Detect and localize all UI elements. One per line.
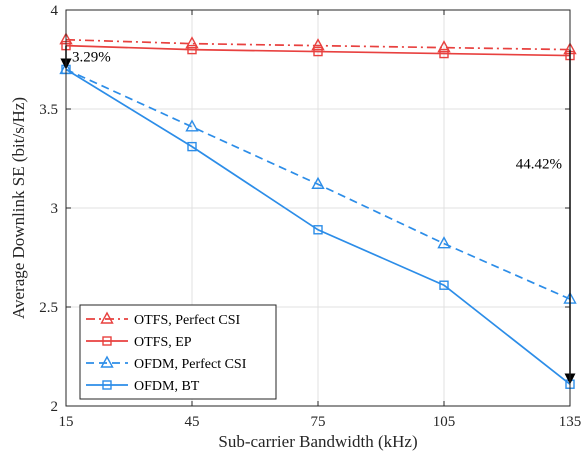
y-tick-label: 4 — [51, 3, 59, 19]
legend-entry: OTFS, EP — [86, 335, 192, 350]
data-point — [439, 48, 449, 59]
x-tick-labels: 15 45 75 105 135 — [59, 414, 582, 430]
data-point — [311, 176, 325, 189]
annotation-label: 3.29% — [72, 49, 111, 65]
data-point — [311, 38, 325, 51]
legend-label: OFDM, Perfect CSI — [134, 357, 247, 372]
annotation-label: 44.42% — [516, 156, 562, 172]
data-point — [187, 44, 197, 55]
data-point — [185, 119, 199, 132]
legend-swatch-marker — [102, 380, 112, 390]
legend-label: OTFS, EP — [134, 335, 192, 350]
legend-box — [79, 304, 277, 400]
legend-label: OFDM, BT — [134, 379, 200, 394]
series-line — [65, 68, 571, 385]
y-axis-label: Average Downlink SE (bit/s/Hz) — [9, 97, 28, 319]
y-tick-labels: 2 2.5 3 3.5 4 — [39, 3, 58, 415]
legend-swatch-marker — [100, 311, 114, 324]
legend-entry: OFDM, Perfect CSI — [86, 355, 247, 372]
series-line — [65, 38, 571, 51]
x-tick-label: 75 — [311, 414, 326, 430]
y-tick-label: 2.5 — [39, 300, 58, 316]
series-line — [65, 44, 571, 57]
legend-entry: OFDM, BT — [86, 379, 200, 394]
x-tick-label: 45 — [185, 414, 200, 430]
data-point — [313, 46, 323, 57]
y-tick-label: 3.5 — [39, 102, 58, 118]
data-point — [185, 36, 199, 49]
legend-entry: OTFS, Perfect CSI — [86, 311, 241, 328]
x-tick-label: 135 — [559, 414, 582, 430]
data-point — [187, 141, 197, 152]
x-tick-label: 105 — [433, 414, 456, 430]
legend-label: OTFS, Perfect CSI — [134, 313, 241, 328]
legend-swatch-marker — [100, 355, 114, 368]
series-0 — [59, 32, 577, 55]
y-tick-label: 2 — [51, 399, 59, 415]
x-tick-label: 15 — [59, 414, 74, 430]
data-point — [439, 280, 449, 290]
data-point — [437, 40, 451, 53]
x-axis-label: Sub-carrier Bandwidth (kHz) — [218, 432, 417, 451]
data-point — [313, 225, 323, 235]
y-tick-label: 3 — [51, 201, 59, 217]
legend-swatch-marker — [102, 336, 112, 346]
series-line — [65, 68, 571, 300]
legend: OTFS, Perfect CSI OTFS, EP OFDM, Perfect C… — [79, 304, 277, 400]
data-point — [437, 236, 451, 249]
plot-frame — [65, 9, 571, 407]
